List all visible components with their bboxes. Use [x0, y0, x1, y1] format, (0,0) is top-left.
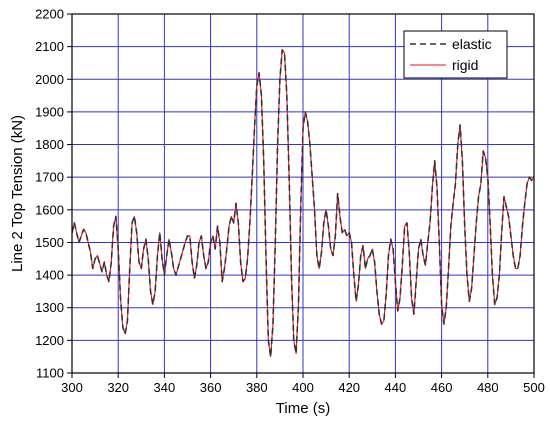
- series-layer: [71, 49, 535, 358]
- x-tick-label-400: 400: [292, 380, 314, 395]
- x-tick-label-420: 420: [338, 380, 360, 395]
- x-tick-label-300: 300: [61, 380, 83, 395]
- y-tick-label-1700: 1700: [35, 170, 64, 185]
- x-tick-label-480: 480: [477, 380, 499, 395]
- x-tick-labels: 300 320 340 360 380 400 420 440 460 480 500: [61, 380, 545, 395]
- x-tick-label-360: 360: [200, 380, 222, 395]
- legend-label-elastic: elastic: [452, 36, 492, 52]
- x-axis-title: Time (s): [276, 400, 330, 417]
- y-tick-label-2200: 2200: [35, 7, 64, 22]
- y-tick-label-1400: 1400: [35, 268, 64, 283]
- x-tick-label-440: 440: [385, 380, 407, 395]
- y-tick-label-1800: 1800: [35, 137, 64, 152]
- x-tick-label-500: 500: [523, 380, 545, 395]
- x-tick-label-460: 460: [431, 380, 453, 395]
- series-line-elastic: [71, 49, 535, 358]
- x-tick-label-340: 340: [154, 380, 176, 395]
- legend-label-rigid: rigid: [452, 57, 478, 73]
- y-tick-label-1500: 1500: [35, 235, 64, 250]
- y-axis-title: Line 2 Top Tension (kN): [9, 115, 26, 272]
- legend-box: [403, 30, 508, 79]
- axis-ticks: [67, 13, 535, 378]
- x-tick-label-380: 380: [246, 380, 268, 395]
- y-tick-label-1600: 1600: [35, 202, 64, 217]
- y-tick-label-2100: 2100: [35, 39, 64, 54]
- x-tick-label-320: 320: [107, 380, 129, 395]
- y-tick-labels: 1100 1200 1300 1400 1500 1600 1700 1800 1900 2000…: [35, 7, 64, 381]
- legend: elastic rigid: [403, 30, 508, 79]
- y-tick-label-1900: 1900: [35, 104, 64, 119]
- y-tick-label-2000: 2000: [35, 72, 64, 87]
- y-tick-label-1100: 1100: [36, 366, 64, 381]
- y-tick-label-1200: 1200: [35, 333, 64, 348]
- y-tick-label-1300: 1300: [35, 300, 64, 315]
